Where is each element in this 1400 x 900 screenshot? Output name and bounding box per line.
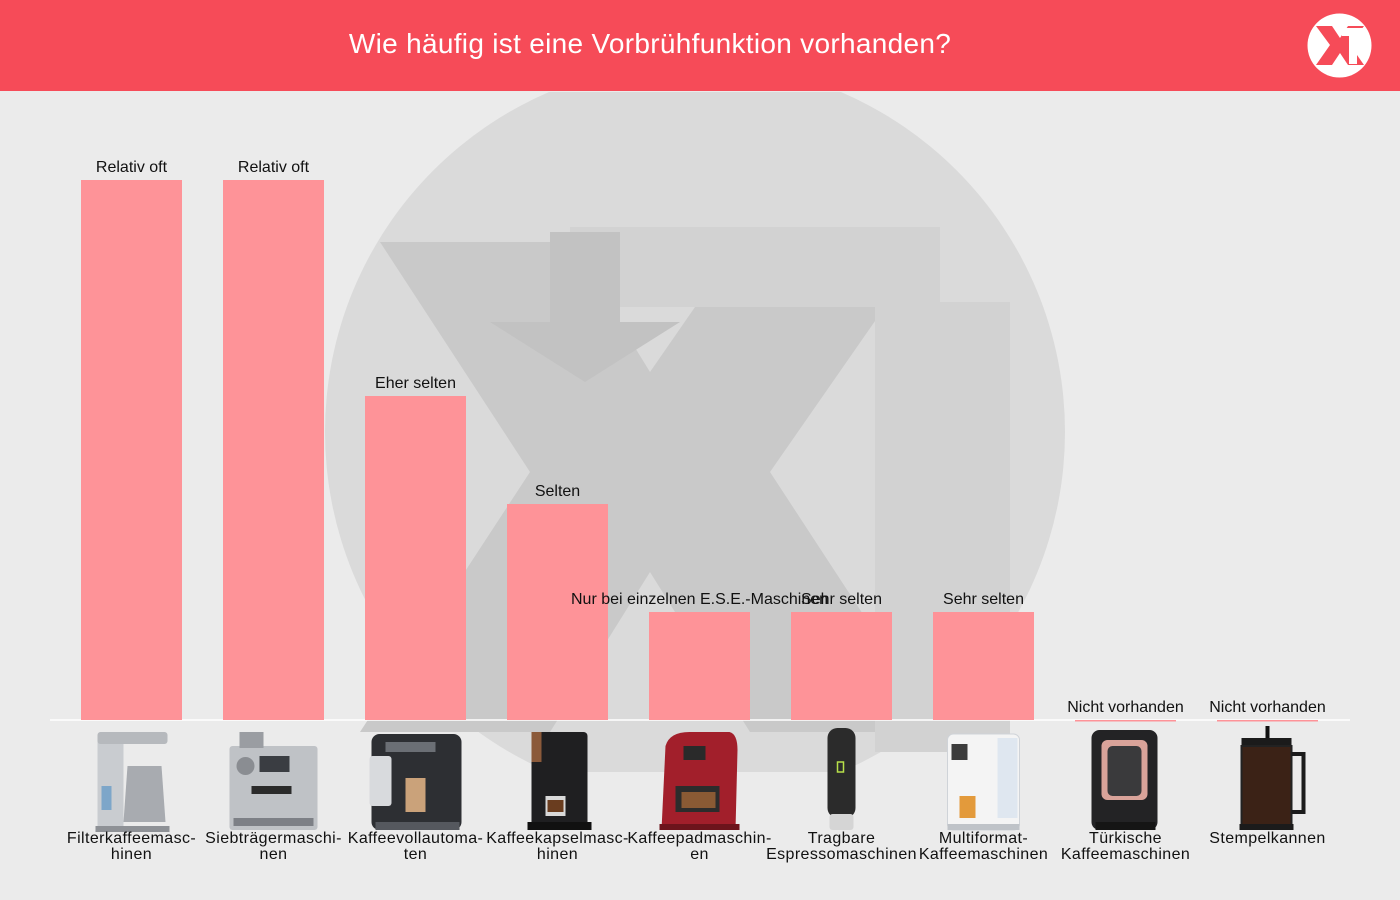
- bar-3: [507, 504, 608, 720]
- data-label-8: Nicht vorhanden: [1209, 699, 1326, 716]
- category-label-6-0: Multiformat-: [939, 830, 1028, 847]
- chart-title: Wie häufig ist eine Vorbrühfunktion vorh…: [348, 28, 952, 59]
- data-label-2: Eher selten: [375, 375, 456, 392]
- portable-espresso-maker-icon: [827, 728, 856, 830]
- category-label-6-1: Kaffeemaschinen: [919, 846, 1048, 863]
- category-label-2-1: ten: [404, 846, 427, 863]
- category-label-0-0: Filterkaffeemasc-: [67, 830, 196, 847]
- header-bar: [0, 0, 1400, 91]
- category-label-7-0: Türkische: [1089, 830, 1162, 847]
- data-label-0: Relativ oft: [96, 159, 168, 176]
- category-label-7-1: Kaffeemaschinen: [1061, 846, 1190, 863]
- category-label-4-0: Kaffeepadmaschin-: [627, 830, 771, 847]
- data-label-3: Selten: [535, 483, 580, 500]
- bar-7: [1075, 720, 1176, 722]
- bar-6: [933, 612, 1034, 720]
- category-labels-group: Filterkaffeemasc-hinen Siebträgermaschi-n…: [67, 830, 1325, 863]
- bar-1: [223, 180, 324, 720]
- multiformat-machine-icon: [947, 733, 1020, 831]
- french-press-icon: [1239, 726, 1306, 830]
- data-label-4: Nur bei einzelnen E.S.E.-Maschinen: [571, 591, 828, 608]
- turkish-coffee-machine-icon: [1091, 730, 1158, 830]
- bar-4: [649, 612, 750, 720]
- category-label-0-1: hinen: [111, 846, 152, 863]
- category-label-1-0: Siebträgermaschi-: [205, 830, 342, 847]
- bar-chart: Relativ oft Relativ oft Eher selten Selten N…: [50, 159, 1350, 863]
- category-label-4-1: en: [690, 846, 709, 863]
- category-label-5-1: Espressomaschinen: [766, 846, 917, 863]
- data-labels-group: Relativ oft Relativ oft Eher selten Selten N…: [96, 159, 1326, 716]
- bar-0: [81, 180, 182, 720]
- category-label-3-0: Kaffeekapselmasc-: [486, 830, 629, 847]
- product-icons-group: [95, 726, 1306, 832]
- filter-coffee-machine-icon: [95, 732, 170, 832]
- data-label-1: Relativ oft: [238, 159, 310, 176]
- category-label-3-1: hinen: [537, 846, 578, 863]
- category-label-2-0: Kaffeevollautoma-: [348, 830, 483, 847]
- bar-2: [365, 396, 466, 720]
- bar-8: [1217, 720, 1318, 722]
- category-label-5-0: Tragbare: [808, 830, 876, 847]
- category-label-8-0: Stempelkannen: [1209, 830, 1325, 847]
- xt-logo-icon: [1307, 13, 1372, 78]
- capsule-machine-icon: [527, 732, 592, 830]
- data-label-6: Sehr selten: [943, 591, 1024, 608]
- bars-group: [81, 180, 1318, 722]
- espresso-portafilter-machine-icon: [229, 732, 318, 830]
- bar-5: [791, 612, 892, 720]
- data-label-5: Sehr selten: [801, 591, 882, 608]
- data-label-7: Nicht vorhanden: [1067, 699, 1184, 716]
- fully-automatic-coffee-machine-icon: [369, 734, 462, 830]
- pad-machine-icon: [659, 732, 740, 830]
- category-label-1-1: nen: [260, 846, 288, 863]
